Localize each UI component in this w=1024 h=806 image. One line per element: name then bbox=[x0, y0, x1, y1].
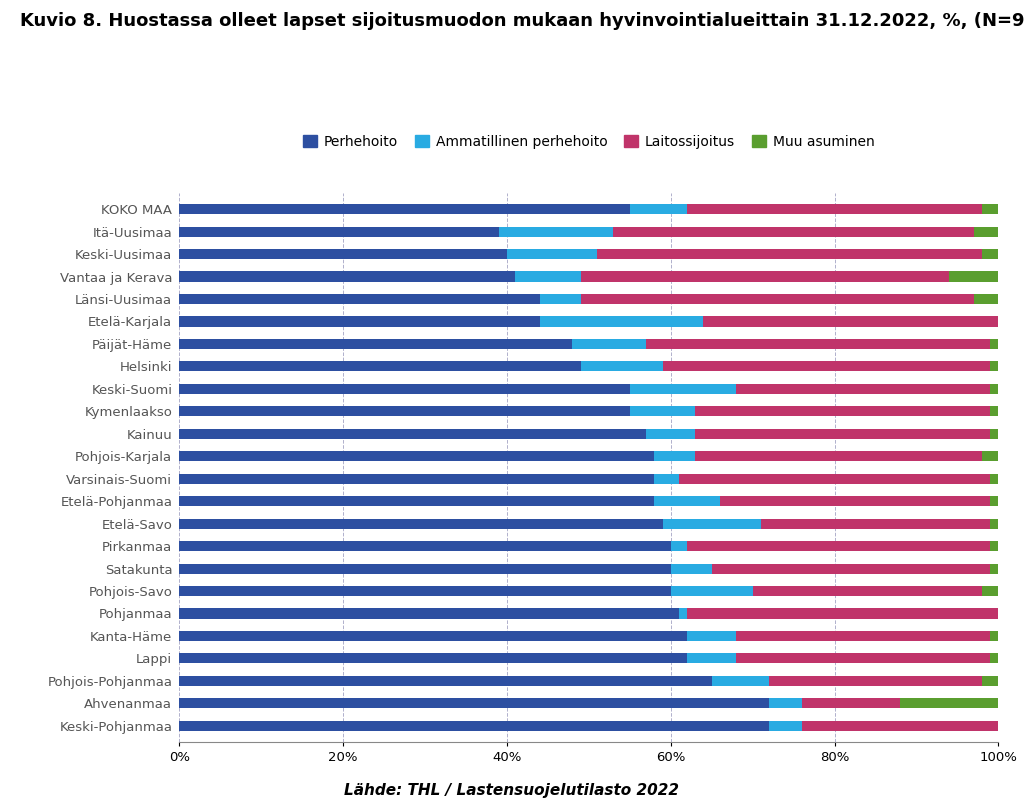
Text: Lähde: THL / Lastensuojelutilasto 2022: Lähde: THL / Lastensuojelutilasto 2022 bbox=[344, 783, 680, 798]
Bar bbox=[753, 586, 982, 596]
Bar bbox=[179, 496, 654, 506]
Bar bbox=[179, 631, 687, 641]
Bar bbox=[982, 586, 998, 596]
Bar bbox=[990, 541, 998, 551]
Bar bbox=[581, 272, 949, 281]
Bar bbox=[695, 406, 990, 417]
Bar bbox=[982, 675, 998, 686]
Bar bbox=[179, 698, 769, 708]
Bar bbox=[974, 294, 998, 304]
Bar bbox=[990, 474, 998, 484]
Bar bbox=[990, 563, 998, 574]
Bar bbox=[769, 721, 802, 731]
Bar bbox=[663, 518, 761, 529]
Bar bbox=[597, 249, 982, 260]
Bar bbox=[695, 451, 982, 461]
Bar bbox=[179, 474, 654, 484]
Bar bbox=[581, 361, 663, 372]
Bar bbox=[990, 406, 998, 417]
Bar bbox=[990, 654, 998, 663]
Bar bbox=[179, 249, 507, 260]
Bar bbox=[179, 294, 540, 304]
Bar bbox=[687, 541, 990, 551]
Bar bbox=[179, 654, 687, 663]
Bar bbox=[736, 384, 990, 394]
Bar bbox=[982, 451, 998, 461]
Bar bbox=[802, 698, 900, 708]
Text: Kuvio 8. Huostassa olleet lapset sijoitusmuodon mukaan hyvinvointialueittain 31.: Kuvio 8. Huostassa olleet lapset sijoitu… bbox=[20, 12, 1024, 30]
Bar bbox=[720, 496, 990, 506]
Bar bbox=[990, 384, 998, 394]
Bar bbox=[900, 698, 998, 708]
Bar bbox=[179, 226, 499, 237]
Bar bbox=[687, 609, 998, 618]
Bar bbox=[769, 675, 982, 686]
Bar bbox=[671, 586, 753, 596]
Bar bbox=[499, 226, 613, 237]
Bar bbox=[761, 518, 990, 529]
Bar bbox=[687, 654, 736, 663]
Bar bbox=[646, 429, 695, 438]
Bar bbox=[179, 384, 630, 394]
Bar bbox=[179, 518, 663, 529]
Bar bbox=[613, 226, 974, 237]
Bar bbox=[179, 317, 540, 326]
Bar bbox=[179, 721, 769, 731]
Bar bbox=[687, 204, 982, 214]
Bar bbox=[179, 204, 630, 214]
Bar bbox=[179, 675, 712, 686]
Bar bbox=[712, 675, 769, 686]
Bar bbox=[736, 654, 990, 663]
Bar bbox=[982, 204, 998, 214]
Bar bbox=[671, 563, 712, 574]
Bar bbox=[179, 361, 581, 372]
Bar bbox=[646, 339, 990, 349]
Bar bbox=[949, 272, 998, 281]
Bar bbox=[982, 249, 998, 260]
Bar bbox=[802, 721, 998, 731]
Bar bbox=[712, 563, 990, 574]
Bar bbox=[974, 226, 998, 237]
Legend: Perhehoito, Ammatillinen perhehoito, Laitossijoitus, Muu asuminen: Perhehoito, Ammatillinen perhehoito, Lai… bbox=[298, 129, 880, 154]
Bar bbox=[990, 429, 998, 438]
Bar bbox=[990, 339, 998, 349]
Bar bbox=[540, 317, 703, 326]
Bar bbox=[507, 249, 597, 260]
Bar bbox=[515, 272, 581, 281]
Bar bbox=[630, 406, 695, 417]
Bar bbox=[179, 451, 654, 461]
Bar bbox=[179, 429, 646, 438]
Bar bbox=[654, 496, 720, 506]
Bar bbox=[654, 474, 679, 484]
Bar bbox=[630, 384, 736, 394]
Bar bbox=[179, 609, 679, 618]
Bar bbox=[695, 429, 990, 438]
Bar bbox=[630, 204, 687, 214]
Bar bbox=[654, 451, 695, 461]
Bar bbox=[990, 496, 998, 506]
Bar bbox=[679, 609, 687, 618]
Bar bbox=[703, 317, 998, 326]
Bar bbox=[679, 474, 990, 484]
Bar bbox=[179, 563, 671, 574]
Bar bbox=[179, 339, 572, 349]
Bar bbox=[687, 631, 736, 641]
Bar bbox=[179, 586, 671, 596]
Bar bbox=[990, 361, 998, 372]
Bar bbox=[990, 631, 998, 641]
Bar bbox=[581, 294, 974, 304]
Bar bbox=[179, 541, 671, 551]
Bar bbox=[990, 518, 998, 529]
Bar bbox=[572, 339, 646, 349]
Bar bbox=[179, 406, 630, 417]
Bar bbox=[736, 631, 990, 641]
Bar bbox=[179, 272, 515, 281]
Bar bbox=[769, 698, 802, 708]
Bar bbox=[540, 294, 581, 304]
Bar bbox=[663, 361, 990, 372]
Bar bbox=[671, 541, 687, 551]
